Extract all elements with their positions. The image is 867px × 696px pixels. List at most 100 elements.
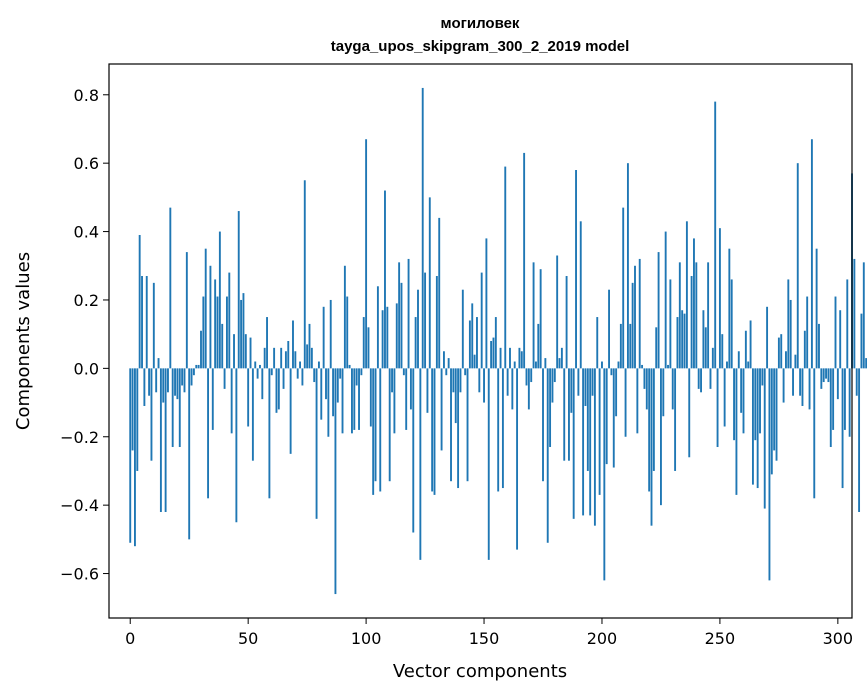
bar (815, 248, 818, 369)
bar (487, 368, 490, 560)
bar (608, 289, 610, 369)
bar (511, 368, 514, 410)
bar (372, 368, 375, 495)
bar (777, 337, 780, 369)
bar (384, 190, 386, 369)
bar (334, 368, 337, 595)
bar (560, 347, 563, 369)
bar (740, 368, 743, 413)
bar (813, 368, 816, 499)
bar (358, 368, 360, 430)
y-tick-label: −0.2 (60, 428, 99, 447)
bar (409, 368, 412, 410)
bar (584, 368, 587, 406)
bar (763, 368, 766, 509)
bar (391, 368, 393, 393)
bar (270, 368, 273, 376)
bar (185, 252, 188, 369)
bar (700, 368, 702, 393)
bar (320, 368, 323, 420)
bar (438, 217, 441, 369)
bar (612, 368, 615, 468)
bar (707, 262, 710, 369)
bar (792, 368, 794, 396)
bar (676, 317, 679, 369)
bar (162, 368, 165, 403)
chart-title-word: могиловек (441, 15, 520, 32)
bar (773, 368, 776, 451)
bar (766, 306, 769, 369)
bar (431, 368, 434, 492)
bar (468, 320, 471, 369)
bar (433, 368, 436, 495)
bar (667, 364, 669, 369)
bar (419, 368, 422, 560)
bar (841, 368, 844, 489)
bar (542, 368, 544, 482)
bar (237, 211, 240, 369)
bar (289, 368, 292, 454)
y-tick-label: 0.8 (74, 86, 99, 105)
bar (405, 368, 408, 430)
bar (685, 221, 688, 369)
bar (591, 368, 594, 396)
bar (235, 368, 238, 523)
bar (834, 296, 837, 369)
bar (348, 364, 351, 369)
bar (233, 334, 235, 369)
bar (183, 368, 186, 393)
bar (284, 351, 287, 369)
bar (648, 368, 651, 492)
bar (697, 368, 700, 389)
bar (353, 368, 356, 430)
bar (202, 296, 205, 369)
bar (532, 262, 535, 369)
bar (343, 265, 346, 369)
bar (228, 272, 231, 369)
bar (688, 368, 691, 458)
bar (388, 368, 391, 482)
bar (490, 341, 493, 369)
bar (355, 368, 358, 386)
bar (259, 364, 261, 369)
bar (629, 323, 632, 369)
bar (435, 276, 438, 369)
bar (230, 368, 233, 434)
bar (645, 368, 648, 410)
bar (480, 272, 483, 369)
bar (381, 310, 384, 369)
x-tick-label: 150 (469, 629, 500, 648)
bar (568, 368, 570, 461)
bar (376, 286, 379, 369)
bar (749, 320, 752, 369)
bar (693, 238, 695, 369)
bar (339, 368, 342, 379)
bar (832, 368, 835, 430)
bar (789, 299, 792, 369)
bar (292, 320, 294, 369)
bar (506, 368, 509, 396)
bar (395, 303, 398, 369)
bar (200, 330, 202, 369)
bar (473, 354, 476, 369)
bar (129, 368, 132, 543)
bar (756, 368, 759, 489)
bar (426, 368, 429, 413)
bar (523, 152, 526, 369)
bar (801, 368, 804, 406)
bar (825, 368, 827, 379)
x-tick-label: 0 (125, 629, 135, 648)
bar (848, 368, 851, 437)
bar (452, 368, 455, 393)
bar (553, 368, 556, 383)
bar (806, 296, 809, 369)
y-axis-label: Components values (13, 252, 34, 430)
bar (157, 358, 160, 369)
x-axis-ticks: 0 50 100 150 200 250 300 (125, 618, 853, 648)
y-tick-label: 0.0 (74, 359, 99, 378)
bar (846, 279, 849, 369)
bar (546, 368, 549, 543)
bar (360, 368, 363, 376)
bar (306, 344, 309, 369)
